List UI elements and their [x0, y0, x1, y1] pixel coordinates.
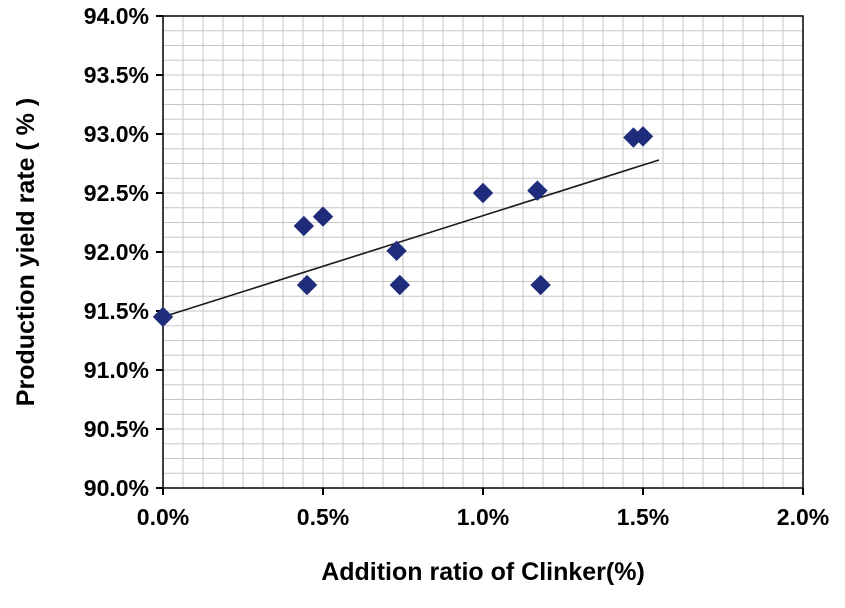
y-tick-label: 92.0% — [84, 239, 149, 265]
y-tick-label: 90.0% — [84, 475, 149, 501]
y-tick-label: 92.5% — [84, 180, 149, 206]
x-axis-title: Addition ratio of Clinker(%) — [321, 558, 645, 586]
x-tick-label: 2.0% — [777, 504, 829, 530]
y-tick-label: 91.5% — [84, 298, 149, 324]
data-points — [152, 126, 654, 328]
y-tick-label: 90.5% — [84, 416, 149, 442]
y-axis-title: Production yield rate ( % ) — [12, 98, 40, 406]
data-point-marker — [632, 126, 654, 147]
data-point-marker — [296, 274, 318, 296]
axis-ticks: 0.0% 0.5% 1.0% 1.5% 2.0% 90.0% 90.5% 91.0% 91.5%… — [84, 3, 829, 530]
x-tick-label: 1.5% — [617, 504, 669, 530]
data-point-marker — [530, 274, 551, 296]
x-tick-label: 0.0% — [137, 504, 189, 530]
data-point-marker — [293, 215, 315, 237]
data-point-marker — [386, 240, 407, 262]
data-point-marker — [472, 182, 494, 204]
y-tick-label: 91.0% — [84, 357, 149, 383]
y-tick-label: 93.0% — [84, 121, 149, 147]
data-point-marker — [152, 306, 174, 328]
data-point-marker — [389, 274, 411, 296]
data-point-marker — [312, 206, 334, 227]
y-tick-label: 93.5% — [84, 62, 149, 88]
x-tick-label: 1.0% — [457, 504, 509, 530]
trendline — [162, 159, 660, 318]
y-tick-label: 94.0% — [84, 3, 149, 29]
data-point-marker — [527, 180, 548, 201]
gridlines — [163, 16, 803, 488]
x-tick-label: 0.5% — [297, 504, 349, 530]
